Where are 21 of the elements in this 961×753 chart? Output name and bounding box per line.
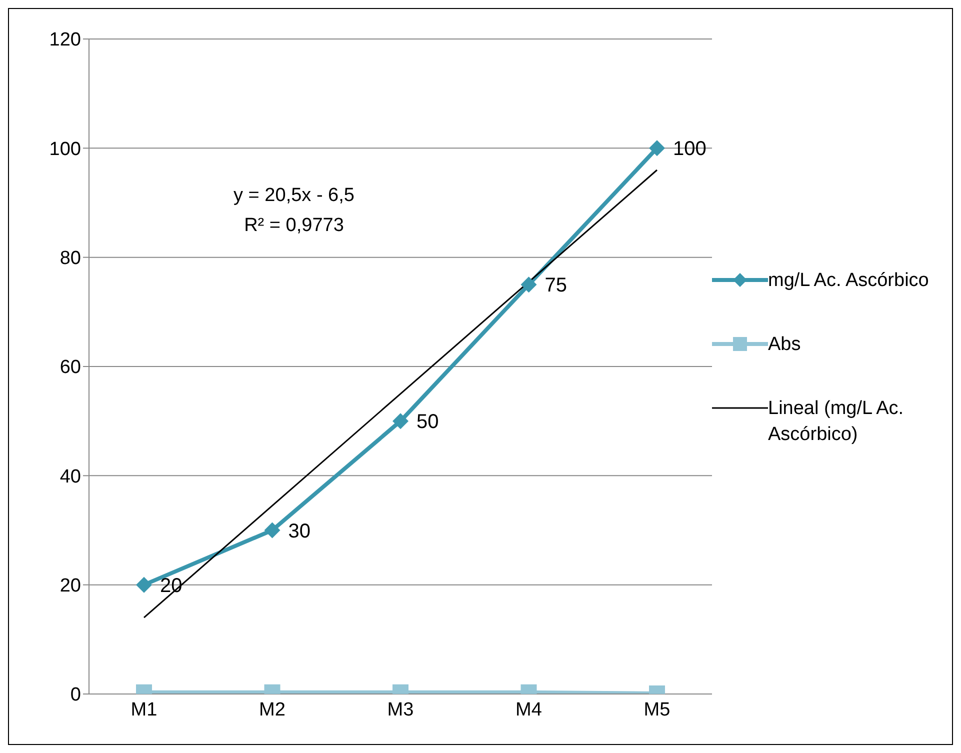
y-tick-label: 20 [60,576,81,597]
data-label: 75 [544,274,567,297]
data-label: 30 [288,520,310,542]
x-tick-label: M2 [259,699,286,720]
x-tick-label: M5 [644,699,670,720]
y-tick-label: 0 [70,684,81,706]
y-tick-label: 100 [49,138,81,160]
x-tick-label: M4 [516,699,542,720]
x-tick-label: M1 [130,699,158,720]
equation-note: y = 20,5x - 6,5 R² = 0,9773 [232,184,356,238]
data-label: 20 [160,574,182,597]
data-label: 50 [416,411,439,434]
x-tick-label: M3 [387,699,414,720]
y-tick-label: 120 [49,30,81,51]
y-tick-label: 80 [60,248,81,270]
legend-label: Abs [768,332,801,356]
data-label: 100 [673,138,706,160]
legend-label: mg/L Ac. Ascórbico [768,268,929,292]
legend-label: Lineal (mg/L Ac. Ascórbico) [768,396,905,446]
y-tick-label: 40 [60,466,81,488]
y-tick-label: 60 [60,357,81,378]
